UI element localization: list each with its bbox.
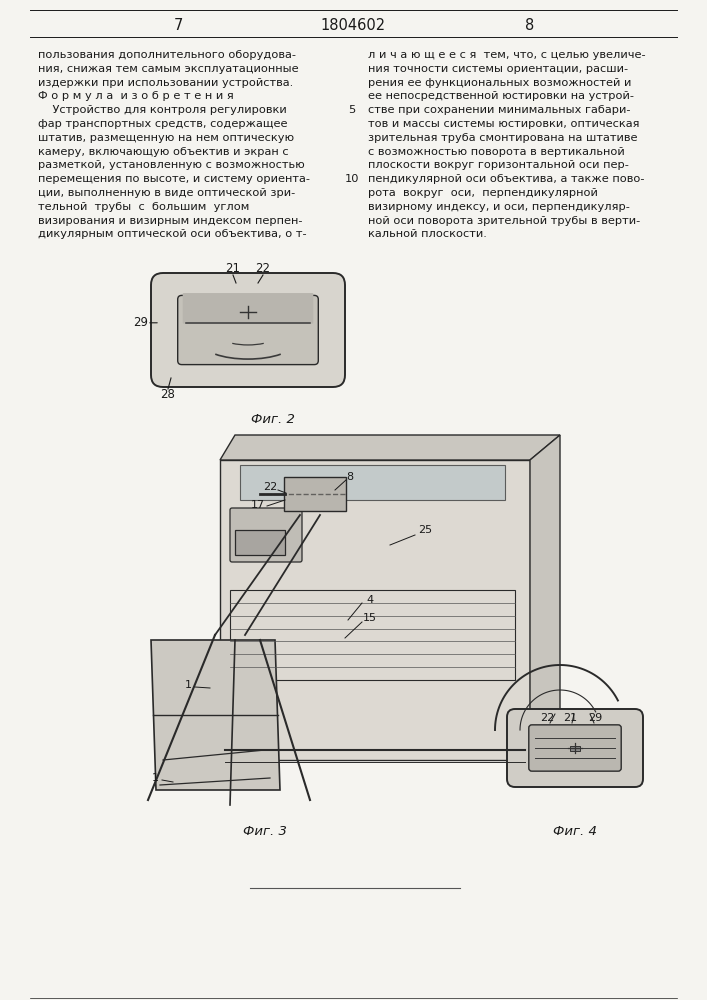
Text: 8: 8 [346,472,354,482]
Text: ной оси поворота зрительной трубы в верти-: ной оси поворота зрительной трубы в верт… [368,216,641,226]
Text: Ф о р м у л а  и з о б р е т е н и я: Ф о р м у л а и з о б р е т е н и я [38,91,234,101]
Text: пользования дополнительного оборудова-: пользования дополнительного оборудова- [38,50,296,60]
Text: с возможностью поворота в вертикальной: с возможностью поворота в вертикальной [368,147,625,157]
FancyBboxPatch shape [507,709,643,787]
FancyBboxPatch shape [177,295,318,365]
Text: зрительная труба смонтирована на штативе: зрительная труба смонтирована на штативе [368,133,638,143]
Text: визирования и визирным индексом перпен-: визирования и визирным индексом перпен- [38,216,303,226]
Text: 1: 1 [151,773,158,783]
Polygon shape [530,435,560,760]
Polygon shape [151,640,280,790]
Text: плоскости вокруг горизонтальной оси пер-: плоскости вокруг горизонтальной оси пер- [368,160,629,170]
Text: рота  вокруг  оси,  перпендикулярной: рота вокруг оси, перпендикулярной [368,188,598,198]
Polygon shape [240,465,505,500]
Text: 22: 22 [255,262,271,275]
Text: 17: 17 [251,500,265,510]
Text: штатив, размещенную на нем оптическую: штатив, размещенную на нем оптическую [38,133,294,143]
Text: л и ч а ю щ е е с я  тем, что, с целью увеличе-: л и ч а ю щ е е с я тем, что, с целью ув… [368,50,645,60]
FancyBboxPatch shape [151,273,345,387]
Text: камеру, включающую объектив и экран с: камеру, включающую объектив и экран с [38,147,288,157]
FancyBboxPatch shape [230,508,302,562]
Text: ния точности системы ориентации, расши-: ния точности системы ориентации, расши- [368,64,628,74]
Text: Фиг. 4: Фиг. 4 [553,825,597,838]
Text: 22: 22 [263,482,277,492]
Text: 1804602: 1804602 [320,18,385,33]
Polygon shape [235,530,285,555]
Text: разметкой, установленную с возможностью: разметкой, установленную с возможностью [38,160,305,170]
Polygon shape [220,460,530,760]
Text: 1: 1 [185,680,192,690]
Text: стве при сохранении минимальных габари-: стве при сохранении минимальных габари- [368,105,631,115]
Text: Устройство для контроля регулировки: Устройство для контроля регулировки [38,105,287,115]
Text: 5: 5 [349,105,356,115]
Text: перемещения по высоте, и систему ориента-: перемещения по высоте, и систему ориента… [38,174,310,184]
Text: 15: 15 [363,613,377,623]
FancyBboxPatch shape [284,477,346,511]
Text: издержки при использовании устройства.: издержки при использовании устройства. [38,78,293,88]
Text: 21: 21 [563,713,577,723]
Text: фар транспортных средств, содержащее: фар транспортных средств, содержащее [38,119,288,129]
Text: рения ее функциональных возможностей и: рения ее функциональных возможностей и [368,78,631,88]
Text: кальной плоскости.: кальной плоскости. [368,229,487,239]
Text: 28: 28 [160,388,175,401]
Text: 8: 8 [525,18,534,33]
FancyBboxPatch shape [182,293,313,324]
Text: 25: 25 [418,525,432,535]
Polygon shape [220,435,560,460]
Text: 7: 7 [173,18,182,33]
Text: тельной  трубы  с  большим  углом: тельной трубы с большим углом [38,202,250,212]
Text: 21: 21 [226,262,240,275]
Text: Фиг. 3: Фиг. 3 [243,825,287,838]
Text: ции, выполненную в виде оптической зри-: ции, выполненную в виде оптической зри- [38,188,296,198]
Text: 4: 4 [366,595,373,605]
Text: 29: 29 [588,713,602,723]
Text: ее непосредственной юстировки на устрой-: ее непосредственной юстировки на устрой- [368,91,634,101]
Text: ния, снижая тем самым эксплуатационные: ния, снижая тем самым эксплуатационные [38,64,298,74]
Text: Фиг. 2: Фиг. 2 [251,413,295,426]
Text: 22: 22 [540,713,554,723]
Text: 10: 10 [345,174,359,184]
Text: визирному индексу, и оси, перпендикуляр-: визирному индексу, и оси, перпендикуляр- [368,202,630,212]
FancyBboxPatch shape [529,725,621,771]
Text: пендикулярной оси объектива, а также пово-: пендикулярной оси объектива, а также пов… [368,174,645,184]
Polygon shape [570,746,580,750]
Text: дикулярным оптической оси объектива, о т-: дикулярным оптической оси объектива, о т… [38,229,307,239]
Text: тов и массы системы юстировки, оптическая: тов и массы системы юстировки, оптическа… [368,119,640,129]
Text: 29: 29 [134,316,148,329]
